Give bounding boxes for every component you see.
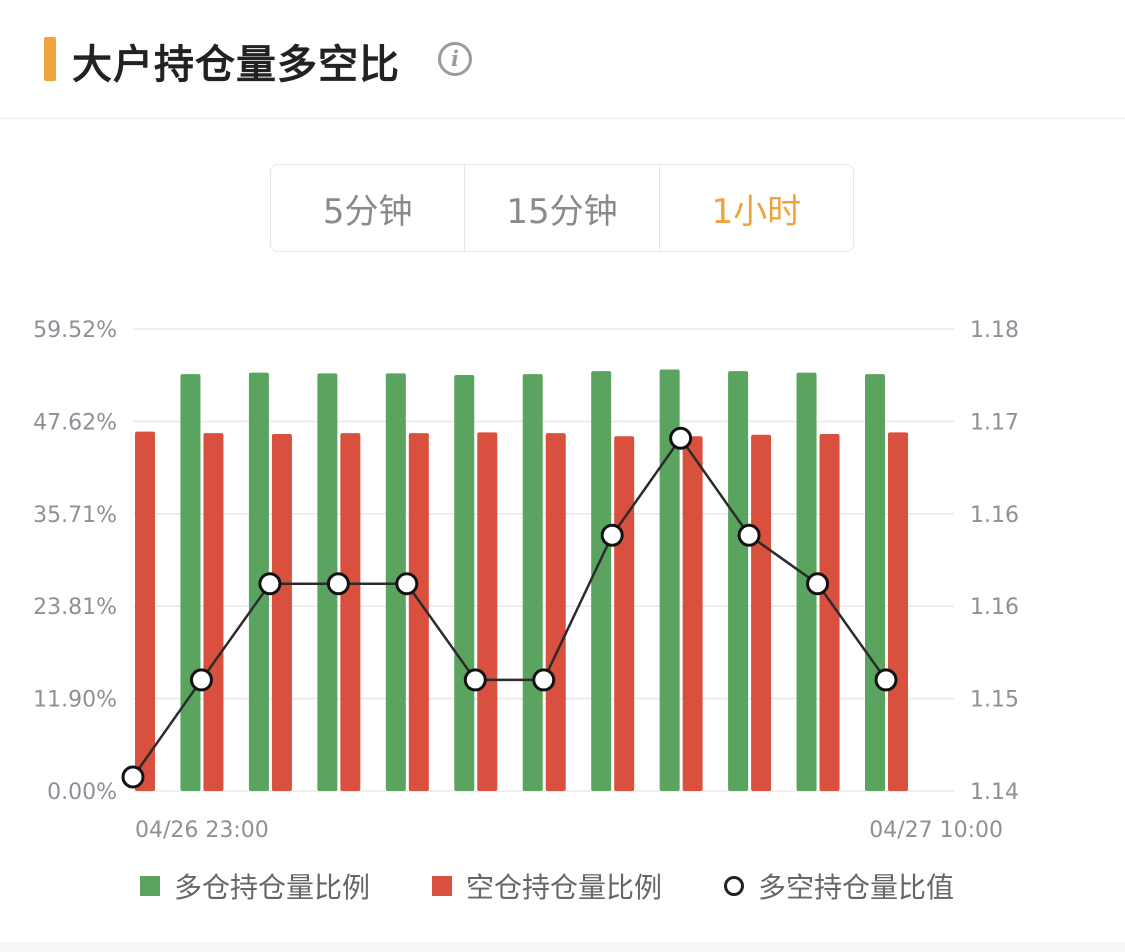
long-ratio-bar[interactable] (180, 374, 201, 791)
ratio-point[interactable] (395, 572, 419, 596)
right-axis-tick-label: 1.14 (970, 780, 1019, 805)
long-short-ratio-chart: 59.52% 1.18 47.62% 1.17 35.71% 1.16 23.81% 1.16… (33, 318, 1019, 843)
short-ratio-bar[interactable] (135, 431, 155, 791)
ratio-point[interactable] (737, 523, 761, 547)
short-ratio-bar[interactable] (751, 434, 772, 791)
legend-label-long: 多仓持仓量比例 (174, 871, 371, 904)
ratio-point[interactable] (463, 668, 487, 692)
short-ratio-bar[interactable] (340, 433, 361, 791)
ratio-point[interactable] (258, 572, 282, 596)
long-ratio-bar[interactable] (591, 371, 612, 791)
ratio-point[interactable] (600, 523, 624, 547)
left-axis-tick-label: 0.00% (47, 780, 117, 805)
legend-item-ratio[interactable]: 多空持仓量比值 (724, 866, 954, 906)
interval-tabs: 5分钟 15分钟 1小时 (270, 164, 854, 252)
right-axis-tick-label: 1.15 (970, 688, 1019, 713)
legend-label-short: 空仓持仓量比例 (466, 871, 663, 904)
long-ratio-bar[interactable] (865, 374, 885, 791)
title-accent-bar (44, 37, 56, 81)
long-ratio-bar[interactable] (659, 369, 680, 791)
short-ratio-bar[interactable] (203, 433, 224, 791)
tab-1hour[interactable]: 1小时 (658, 165, 853, 251)
ratio-line (131, 436, 888, 778)
legend-swatch-short (432, 876, 453, 896)
tab-15min[interactable]: 15分钟 (464, 165, 658, 251)
x-axis-end-label: 04/27 10:00 (869, 818, 1003, 843)
legend-swatch-long (140, 876, 160, 896)
ratio-point[interactable] (326, 572, 350, 596)
left-axis-tick-label: 11.90% (33, 688, 117, 713)
long-ratio-bar[interactable] (522, 374, 543, 791)
info-icon[interactable]: i (438, 42, 472, 76)
short-ratio-bar[interactable] (682, 436, 703, 791)
legend-item-long[interactable]: 多仓持仓量比例 (140, 866, 370, 906)
short-ratio-bar[interactable] (614, 436, 635, 791)
short-ratio-bar[interactable] (819, 433, 840, 791)
short-ratio-bar[interactable] (477, 432, 498, 791)
right-axis-tick-label: 1.18 (970, 318, 1019, 343)
legend-label-ratio: 多空持仓量比值 (758, 871, 955, 904)
right-axis-tick-label: 1.16 (970, 503, 1019, 528)
ratio-point[interactable] (806, 572, 830, 596)
short-ratio-bar[interactable] (271, 433, 292, 791)
x-axis-start-label: 04/26 23:00 (135, 818, 269, 843)
long-ratio-bar[interactable] (454, 374, 475, 791)
right-axis-tick-label: 1.16 (970, 595, 1019, 620)
ratio-point[interactable] (189, 668, 213, 692)
left-axis-tick-label: 59.52% (33, 318, 117, 343)
bottom-divider (0, 942, 1125, 952)
legend-circle-icon (724, 876, 745, 896)
short-ratio-bar[interactable] (408, 433, 429, 791)
chart-legend: 多仓持仓量比例 空仓持仓量比例 多空持仓量比值 (140, 866, 1016, 906)
long-ratio-bar[interactable] (728, 371, 749, 791)
ratio-point[interactable] (669, 426, 693, 450)
short-ratio-bar[interactable] (545, 433, 566, 791)
left-axis-tick-label: 47.62% (33, 410, 117, 435)
right-axis-tick-label: 1.17 (970, 410, 1019, 435)
legend-item-short[interactable]: 空仓持仓量比例 (432, 866, 662, 906)
page-title: 大户持仓量多空比 (72, 42, 400, 88)
ratio-point[interactable] (874, 668, 898, 692)
tab-5min[interactable]: 5分钟 (322, 191, 413, 232)
card-header: 大户持仓量多空比 i (0, 0, 1125, 119)
short-ratio-bar[interactable] (888, 432, 908, 791)
ratio-point[interactable] (121, 765, 145, 789)
ratio-point[interactable] (532, 668, 556, 692)
left-axis-tick-label: 23.81% (33, 595, 117, 620)
left-axis-tick-label: 35.71% (33, 503, 117, 528)
